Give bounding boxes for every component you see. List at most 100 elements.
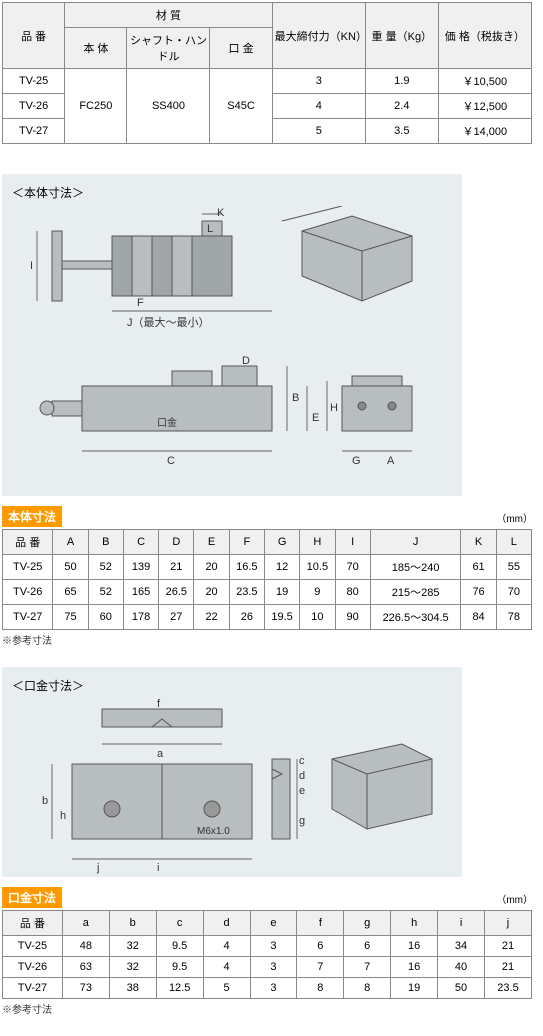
- cell: 226.5～304.5: [370, 605, 461, 630]
- col-header: A: [53, 530, 88, 555]
- cell-force: 3: [272, 69, 365, 94]
- col-header: J: [370, 530, 461, 555]
- col-header: b: [109, 911, 156, 936]
- jaw-diagram-title: ＜口金寸法＞: [12, 677, 452, 694]
- body-diagram-box: ＜本体寸法＞: [2, 174, 462, 496]
- col-header: L: [496, 530, 531, 555]
- cell: 9.5: [156, 936, 203, 957]
- body-dims-table: 品 番ABCDEFGHIJKLTV-255052139212016.51210.…: [2, 529, 532, 630]
- h-partno: 品 番: [3, 3, 65, 69]
- cell: 12.5: [156, 978, 203, 999]
- col-header: D: [159, 530, 194, 555]
- cell-weight: 1.9: [366, 69, 439, 94]
- cell: 34: [438, 936, 485, 957]
- cell: 75: [53, 605, 88, 630]
- dim-H: H: [330, 402, 338, 414]
- col-header: j: [485, 911, 532, 936]
- col-header: B: [88, 530, 123, 555]
- cell: 21: [159, 555, 194, 580]
- col-header: f: [297, 911, 344, 936]
- col-header: e: [250, 911, 297, 936]
- cell-weight: 3.5: [366, 119, 439, 144]
- cell-force: 5: [272, 119, 365, 144]
- col-header: i: [438, 911, 485, 936]
- col-header: G: [264, 530, 299, 555]
- dim-G: G: [352, 455, 361, 467]
- cell: 12: [264, 555, 299, 580]
- h-force: 最大締付力（KN）: [272, 3, 365, 69]
- dim-C: C: [167, 455, 175, 467]
- cell: 20: [194, 555, 229, 580]
- cell: 27: [159, 605, 194, 630]
- jaw-note: ※参考寸法: [2, 1001, 543, 1016]
- dim-f: f: [157, 699, 161, 710]
- cell: 215～285: [370, 580, 461, 605]
- cell: 8: [344, 978, 391, 999]
- dim-a: a: [157, 748, 164, 760]
- dim-i: i: [157, 862, 159, 874]
- h-price: 価 格（税抜き）: [438, 3, 531, 69]
- cell: 32: [109, 936, 156, 957]
- dim-K: K: [217, 207, 225, 219]
- cell: 165: [123, 580, 158, 605]
- cell: 65: [53, 580, 88, 605]
- cell: 16.5: [229, 555, 264, 580]
- cell-mat-jaw: S45C: [210, 69, 272, 144]
- cell: TV-26: [3, 580, 53, 605]
- cell-partno: TV-25: [3, 69, 65, 94]
- cell-partno: TV-26: [3, 94, 65, 119]
- jaw-section-header: 口金寸法: [2, 887, 62, 908]
- dim-g: g: [299, 815, 305, 827]
- col-header: H: [300, 530, 335, 555]
- cell: 73: [62, 978, 109, 999]
- cell: 63: [62, 957, 109, 978]
- h-body: 本 体: [65, 28, 127, 69]
- cell: 32: [109, 957, 156, 978]
- cell: 80: [335, 580, 370, 605]
- dim-B: B: [292, 392, 299, 404]
- cell: 26: [229, 605, 264, 630]
- dim-F: F: [137, 297, 144, 309]
- cell: 178: [123, 605, 158, 630]
- dim-e: e: [299, 785, 305, 797]
- cell: 23.5: [229, 580, 264, 605]
- cell: 3: [250, 978, 297, 999]
- col-header: I: [335, 530, 370, 555]
- cell: 50: [438, 978, 485, 999]
- dim-b: b: [42, 795, 48, 807]
- cell: 70: [335, 555, 370, 580]
- cell: 3: [250, 936, 297, 957]
- cell: 10: [300, 605, 335, 630]
- cell: 19: [391, 978, 438, 999]
- cell: 19: [264, 580, 299, 605]
- dim-jaw: 口金: [157, 416, 177, 429]
- cell: 52: [88, 555, 123, 580]
- cell: 6: [344, 936, 391, 957]
- dim-L: L: [207, 223, 213, 235]
- col-header: E: [194, 530, 229, 555]
- cell: 78: [496, 605, 531, 630]
- cell-price: ￥14,000: [438, 119, 531, 144]
- cell: 7: [344, 957, 391, 978]
- jaw-dims-table: 品 番abcdefghijTV-2548329.54366163421TV-26…: [2, 910, 532, 999]
- cell-partno: TV-27: [3, 119, 65, 144]
- jaw-diagram-svg: f a b h i j c d e g M6x1.0: [12, 699, 452, 879]
- cell: 70: [496, 580, 531, 605]
- cell: 60: [88, 605, 123, 630]
- body-unit: （mm）: [496, 510, 533, 525]
- cell: 9.5: [156, 957, 203, 978]
- col-header: g: [344, 911, 391, 936]
- cell: 90: [335, 605, 370, 630]
- cell: 55: [496, 555, 531, 580]
- cell-price: ￥12,500: [438, 94, 531, 119]
- cell: 4: [203, 936, 250, 957]
- h-material: 材 質: [65, 3, 272, 28]
- cell: 6: [297, 936, 344, 957]
- dim-thread: M6x1.0: [197, 826, 230, 837]
- cell: 8: [297, 978, 344, 999]
- jaw-diagram-box: ＜口金寸法＞ f a b h i j: [2, 667, 462, 877]
- cell: TV-26: [3, 957, 63, 978]
- cell-force: 4: [272, 94, 365, 119]
- dim-j: j: [96, 862, 99, 874]
- dim-A: A: [387, 455, 395, 467]
